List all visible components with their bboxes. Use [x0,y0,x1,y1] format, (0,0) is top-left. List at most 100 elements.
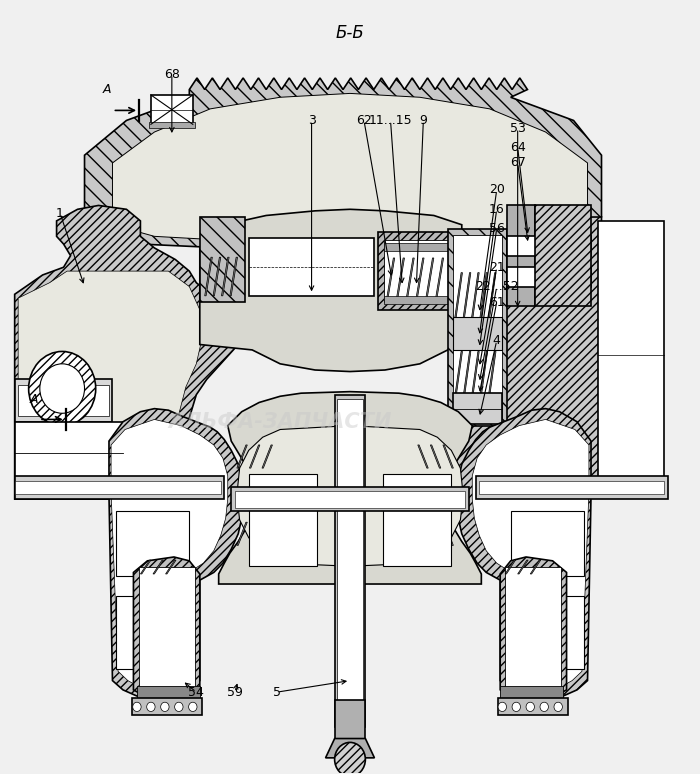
Polygon shape [500,557,566,697]
Polygon shape [480,351,488,396]
Text: 1: 1 [56,207,64,220]
Text: 67: 67 [510,156,526,170]
Bar [511,511,584,577]
Polygon shape [18,271,203,488]
Polygon shape [416,258,424,300]
Bar [476,476,668,499]
Bar [248,474,317,567]
Text: 56: 56 [489,222,505,235]
Bar [535,205,591,306]
Polygon shape [237,426,463,567]
Bar [383,474,452,567]
Text: 59: 59 [227,686,243,699]
Polygon shape [472,272,480,317]
Text: 64: 64 [510,141,526,154]
Bar [500,686,563,700]
Text: 20: 20 [489,183,505,197]
Bar [149,122,195,128]
Bar [141,679,196,710]
Circle shape [554,702,562,711]
Text: 61: 61 [489,296,505,309]
Text: 3: 3 [307,114,316,127]
Polygon shape [109,409,242,696]
Circle shape [161,702,169,711]
Polygon shape [452,217,601,499]
Polygon shape [111,420,228,687]
Bar [508,267,591,286]
Bar [15,379,113,422]
Polygon shape [435,258,444,300]
Text: 9: 9 [419,114,427,127]
Bar [15,481,220,494]
Text: 4: 4 [493,334,500,348]
Circle shape [498,702,507,711]
Bar [199,217,245,302]
Polygon shape [443,445,454,468]
Polygon shape [237,445,247,468]
Text: АЛЬФА-ЗАПЧАСТИ: АЛЬФА-ЗАПЧАСТИ [169,412,392,432]
Polygon shape [458,409,591,696]
Bar [132,698,202,715]
Text: Б-Б: Б-Б [335,24,365,42]
Polygon shape [430,445,441,468]
Bar [480,481,664,494]
Polygon shape [249,445,260,468]
Polygon shape [113,94,587,272]
Text: 11...15: 11...15 [369,114,412,127]
Bar [384,243,456,251]
Bar [448,228,508,426]
Circle shape [40,364,85,413]
Polygon shape [153,560,164,574]
Polygon shape [489,272,496,317]
Bar [598,221,664,488]
Polygon shape [166,560,176,574]
Polygon shape [463,272,471,317]
Bar [335,700,365,742]
Polygon shape [530,560,540,574]
Polygon shape [505,560,516,574]
Circle shape [147,702,155,711]
Text: 22...52: 22...52 [475,280,519,293]
Polygon shape [426,258,434,300]
Polygon shape [141,560,151,574]
Bar [508,205,535,306]
Circle shape [188,702,197,711]
Circle shape [335,742,365,774]
Polygon shape [418,522,428,546]
Bar [384,240,456,302]
Polygon shape [473,420,589,687]
Bar [498,698,568,715]
Text: 16: 16 [489,203,505,216]
Polygon shape [199,209,462,372]
Polygon shape [443,522,454,546]
Circle shape [174,702,183,711]
Bar [335,395,365,727]
Polygon shape [455,351,463,396]
Bar [116,511,189,577]
Bar [337,399,363,723]
Bar [511,596,584,669]
Text: 54: 54 [188,686,204,699]
Polygon shape [262,445,272,468]
Bar [137,686,200,700]
Bar [504,679,559,710]
Bar [15,422,123,499]
Polygon shape [218,392,482,584]
Polygon shape [518,560,528,574]
Text: 53: 53 [510,122,526,135]
Polygon shape [480,272,488,317]
Bar [151,95,192,125]
Polygon shape [249,522,260,546]
Bar [139,567,195,687]
Polygon shape [204,257,212,296]
Text: 5: 5 [272,686,281,699]
Bar [18,385,109,416]
Polygon shape [237,522,247,546]
Text: А: А [103,84,111,97]
Polygon shape [326,738,374,758]
Circle shape [540,702,548,711]
Polygon shape [463,351,471,396]
Polygon shape [430,522,441,546]
Polygon shape [15,205,248,499]
Text: 62: 62 [356,114,372,127]
